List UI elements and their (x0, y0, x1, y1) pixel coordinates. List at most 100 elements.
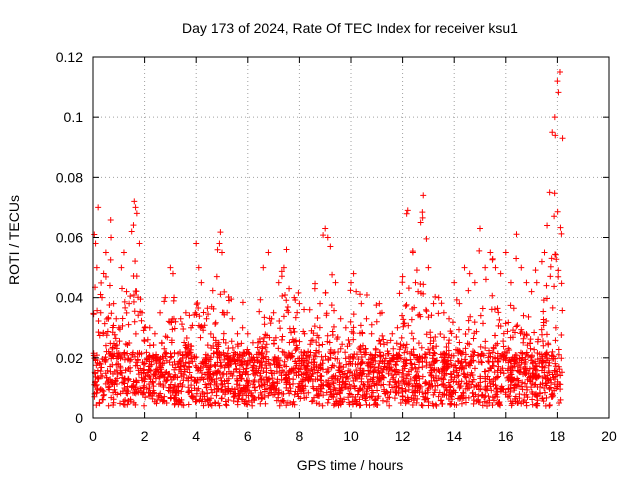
data-point (215, 400, 222, 407)
data-point (270, 379, 277, 386)
data-point (492, 342, 499, 349)
data-point (397, 354, 404, 361)
data-point (460, 390, 467, 397)
data-point (121, 356, 128, 363)
data-point (141, 402, 148, 409)
data-point (331, 307, 338, 314)
data-point (383, 364, 390, 371)
data-point (403, 210, 410, 217)
data-point (467, 353, 474, 360)
data-point (333, 335, 340, 342)
data-point (494, 394, 501, 401)
data-point (282, 292, 289, 299)
data-point (171, 358, 178, 365)
data-point (130, 222, 137, 229)
data-point (559, 135, 566, 142)
data-point (180, 326, 187, 333)
data-point (533, 402, 540, 409)
data-point (171, 294, 178, 301)
data-point (517, 349, 524, 356)
data-point (558, 280, 565, 287)
data-point (119, 285, 126, 292)
data-point (275, 279, 282, 286)
data-point (439, 359, 446, 366)
data-point (244, 357, 251, 364)
data-point (411, 304, 418, 311)
data-point (293, 372, 300, 379)
data-point (522, 380, 529, 387)
data-point (252, 372, 259, 379)
data-point (378, 309, 385, 316)
data-point (327, 243, 334, 250)
data-point (90, 311, 97, 318)
data-point (165, 371, 172, 378)
data-point (199, 374, 206, 381)
data-point (419, 364, 426, 371)
data-point (278, 336, 285, 343)
data-point (405, 285, 412, 292)
data-point (179, 382, 186, 389)
data-point (412, 365, 419, 372)
data-point (423, 235, 430, 242)
data-point (337, 387, 344, 394)
data-point (184, 345, 191, 352)
data-point (263, 369, 270, 376)
data-point (271, 361, 278, 368)
data-point (435, 294, 442, 301)
data-point (551, 387, 558, 394)
data-point (222, 339, 229, 346)
data-point (519, 379, 526, 386)
data-point (450, 378, 457, 385)
data-point (283, 381, 290, 388)
data-point (271, 356, 278, 363)
data-point (494, 350, 501, 357)
data-point (136, 240, 143, 247)
data-point (169, 270, 176, 277)
data-point (557, 396, 564, 403)
data-point (260, 354, 267, 361)
data-point (536, 351, 543, 358)
data-point (486, 376, 493, 383)
data-point (439, 366, 446, 373)
data-point (225, 297, 232, 304)
data-point (522, 358, 529, 365)
data-point (263, 348, 270, 355)
data-point (388, 364, 395, 371)
data-point (102, 358, 109, 365)
data-point (387, 337, 394, 344)
data-point (315, 334, 322, 341)
data-point (225, 380, 232, 387)
data-point (555, 89, 562, 96)
data-point (138, 317, 145, 324)
data-point (386, 402, 393, 409)
data-point (143, 385, 150, 392)
data-point (257, 372, 264, 379)
data-point (440, 391, 447, 398)
data-point (539, 338, 546, 345)
data-point (550, 353, 557, 360)
data-point (209, 377, 216, 384)
data-point (532, 392, 539, 399)
data-point (142, 323, 149, 330)
data-point (98, 364, 105, 371)
data-point (96, 399, 103, 406)
data-point (347, 318, 354, 325)
data-point (507, 334, 514, 341)
data-point (522, 371, 529, 378)
data-point (477, 373, 484, 380)
data-point (137, 296, 144, 303)
data-point (320, 357, 327, 364)
data-point (368, 330, 375, 337)
data-point (469, 378, 476, 385)
x-tick-label: 0 (89, 428, 97, 444)
data-point (183, 353, 190, 360)
data-point (249, 339, 256, 346)
data-point (435, 310, 442, 317)
data-point (351, 382, 358, 389)
data-point (213, 273, 220, 280)
data-point (547, 273, 554, 280)
data-point (133, 273, 140, 280)
data-point (200, 309, 207, 316)
data-point (408, 330, 415, 337)
